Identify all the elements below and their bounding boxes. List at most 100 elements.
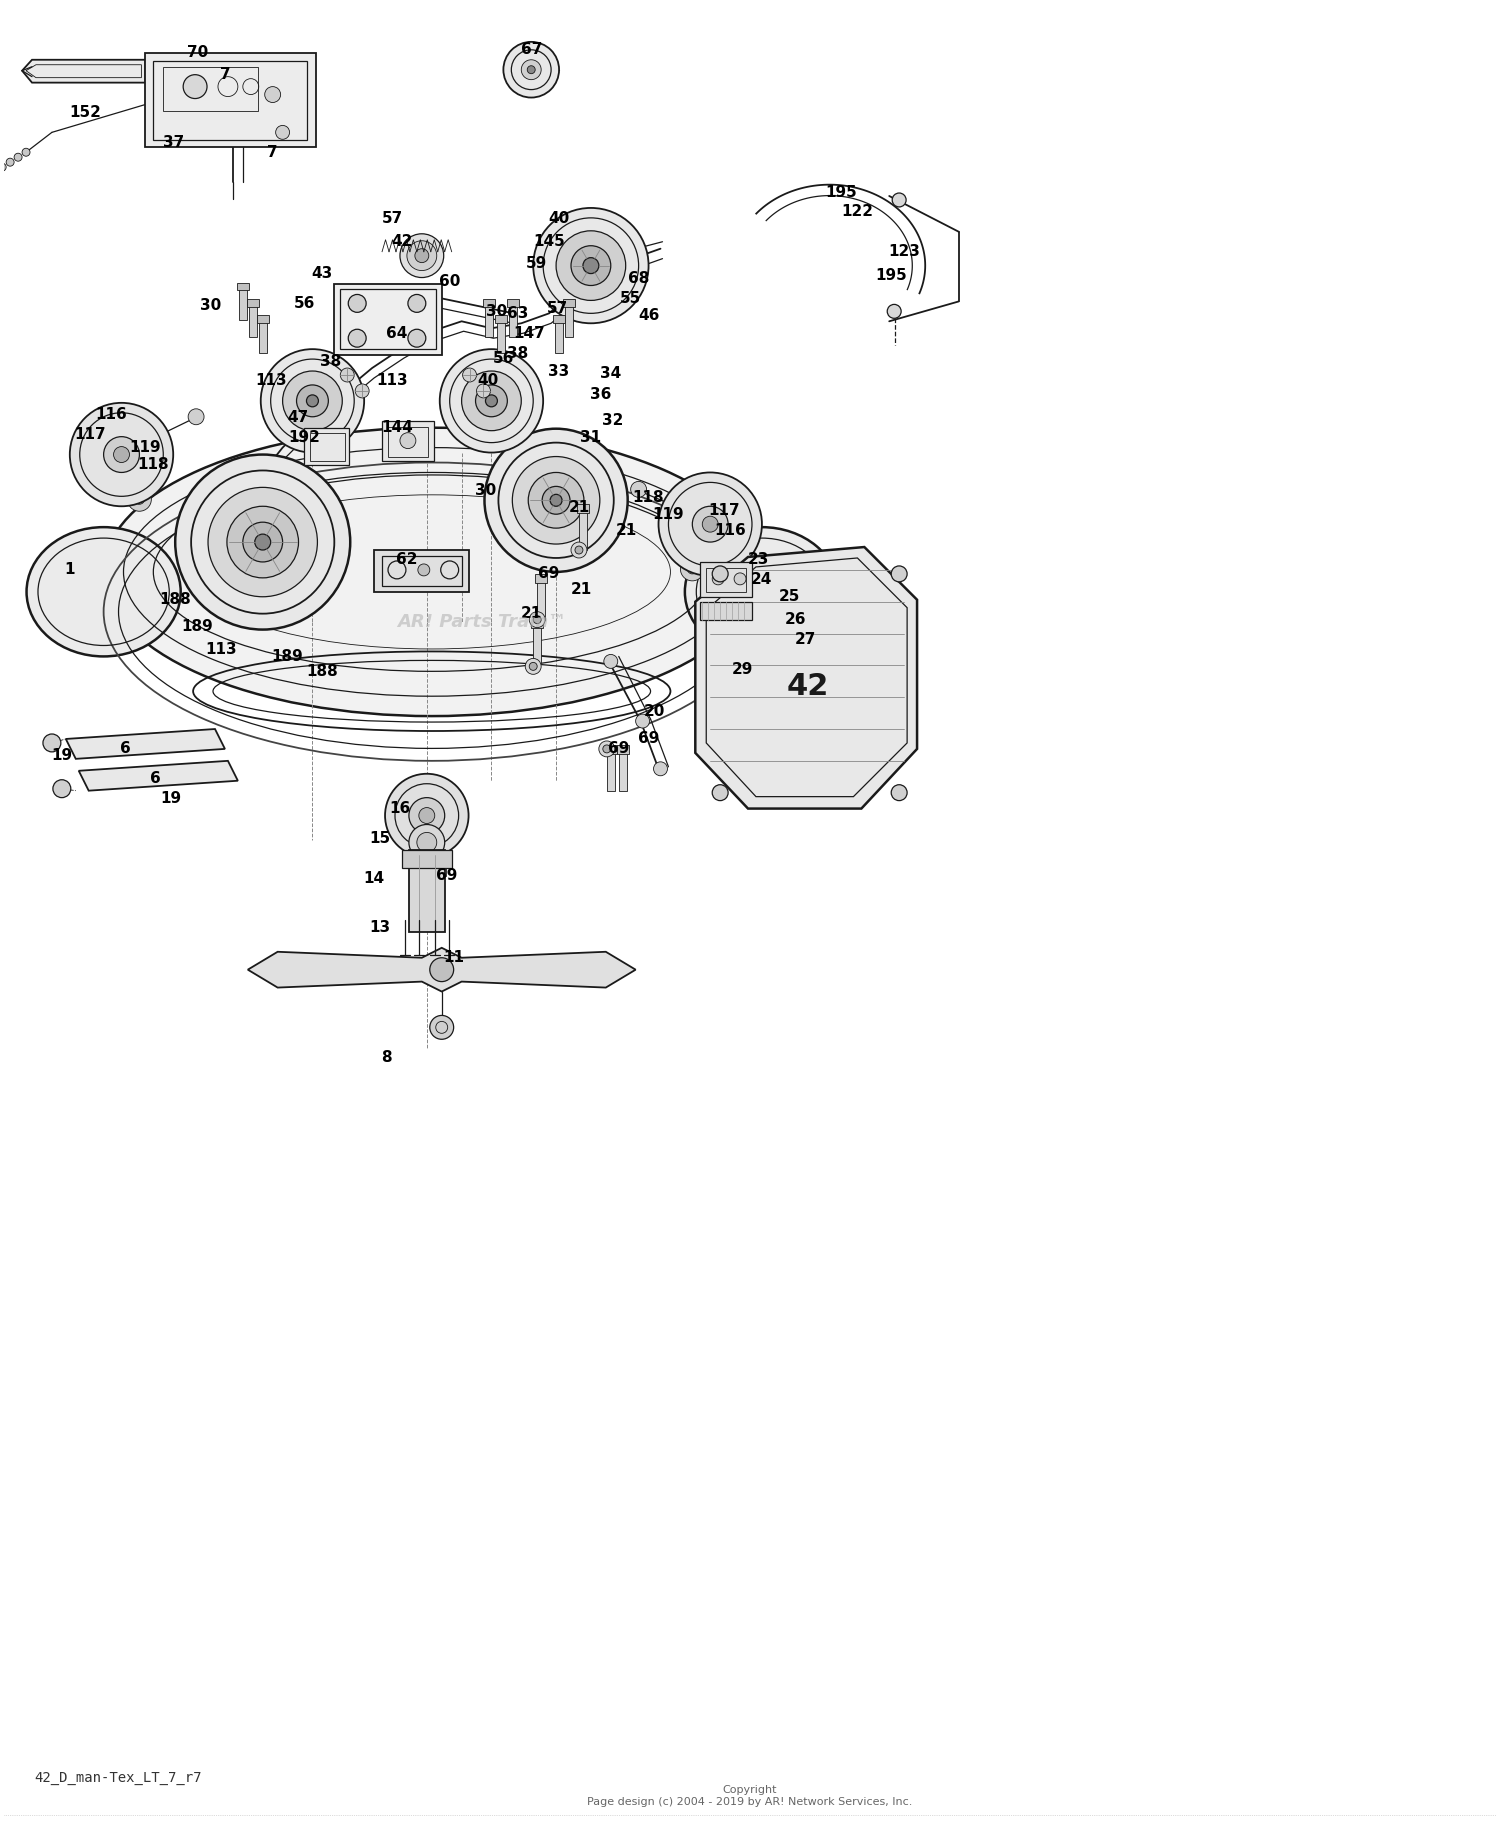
Text: 188: 188 [159, 592, 190, 607]
Text: 19: 19 [160, 791, 182, 806]
Circle shape [584, 257, 598, 273]
Text: 30: 30 [486, 304, 507, 319]
Circle shape [891, 784, 908, 800]
Text: 15: 15 [369, 831, 390, 846]
Text: 57: 57 [546, 301, 567, 315]
Circle shape [525, 658, 542, 675]
Circle shape [430, 1015, 453, 1039]
Circle shape [128, 487, 152, 510]
Text: 38: 38 [320, 354, 340, 368]
Text: 117: 117 [74, 427, 105, 443]
Circle shape [408, 295, 426, 312]
Text: Page design (c) 2004 - 2019 by AR! Network Services, Inc.: Page design (c) 2004 - 2019 by AR! Netwo… [588, 1797, 912, 1807]
Text: 7: 7 [267, 144, 278, 160]
Circle shape [408, 330, 426, 346]
Text: 67: 67 [520, 42, 542, 57]
Text: 13: 13 [369, 921, 390, 935]
Circle shape [209, 487, 318, 596]
Circle shape [654, 762, 668, 777]
Circle shape [604, 654, 618, 669]
Text: 60: 60 [440, 273, 460, 290]
Circle shape [712, 784, 728, 800]
Text: 57: 57 [381, 211, 402, 226]
Text: 113: 113 [255, 374, 286, 388]
Bar [507, 299, 519, 308]
Circle shape [892, 193, 906, 208]
Circle shape [891, 565, 908, 582]
Bar [483, 299, 495, 308]
Text: 69: 69 [436, 868, 457, 882]
Circle shape [419, 808, 435, 824]
Text: 116: 116 [96, 407, 128, 423]
Circle shape [462, 368, 477, 383]
Bar [604, 746, 616, 755]
Circle shape [70, 403, 172, 507]
Bar [566, 306, 573, 337]
Text: 29: 29 [732, 662, 753, 676]
Text: 47: 47 [286, 410, 308, 425]
Text: 23: 23 [747, 552, 768, 567]
Circle shape [556, 232, 626, 301]
Text: 46: 46 [638, 308, 660, 323]
Text: 25: 25 [778, 589, 801, 603]
Circle shape [886, 304, 902, 319]
Bar [237, 283, 249, 290]
Polygon shape [696, 547, 916, 809]
Text: 7: 7 [219, 67, 230, 82]
Bar [238, 288, 248, 321]
Circle shape [658, 472, 762, 576]
Text: 27: 27 [795, 633, 816, 647]
Text: 42_D_man-Tex_LT_7_r7: 42_D_man-Tex_LT_7_r7 [34, 1772, 201, 1785]
Circle shape [416, 248, 429, 263]
Circle shape [522, 60, 542, 80]
Text: 42: 42 [392, 233, 412, 250]
Circle shape [348, 330, 366, 346]
Bar [382, 421, 433, 461]
Bar [537, 582, 544, 620]
Text: 26: 26 [784, 613, 807, 627]
Text: 189: 189 [182, 620, 213, 634]
Bar [388, 427, 427, 456]
Circle shape [528, 472, 584, 529]
Text: 63: 63 [507, 306, 528, 321]
Text: 192: 192 [288, 430, 321, 445]
Text: 55: 55 [620, 292, 642, 306]
Circle shape [462, 372, 522, 430]
Circle shape [6, 159, 14, 166]
Circle shape [550, 494, 562, 507]
Bar [249, 306, 256, 337]
Bar [579, 512, 586, 551]
Circle shape [410, 798, 444, 833]
Circle shape [114, 447, 129, 463]
Text: 59: 59 [525, 255, 548, 272]
Circle shape [176, 454, 350, 629]
Text: AR! Parts Train™: AR! Parts Train™ [398, 613, 566, 631]
Text: 147: 147 [513, 326, 544, 341]
Ellipse shape [27, 527, 180, 656]
Text: 38: 38 [507, 346, 528, 361]
Text: 68: 68 [628, 272, 650, 286]
Circle shape [477, 385, 490, 397]
Bar [578, 505, 590, 514]
Text: 116: 116 [714, 523, 746, 538]
Circle shape [22, 148, 30, 157]
Text: 118: 118 [633, 490, 664, 505]
Bar [248, 299, 258, 308]
Circle shape [0, 164, 6, 171]
Circle shape [486, 396, 498, 407]
Text: 21: 21 [568, 500, 590, 514]
Bar [334, 284, 441, 355]
Circle shape [693, 507, 728, 541]
Text: 21: 21 [520, 607, 542, 622]
Circle shape [530, 613, 544, 627]
Text: 70: 70 [188, 46, 209, 60]
Text: 6: 6 [120, 742, 130, 757]
Polygon shape [66, 729, 225, 758]
Bar [256, 315, 268, 323]
Circle shape [297, 385, 328, 417]
Bar [555, 321, 562, 354]
Circle shape [406, 241, 436, 270]
Circle shape [226, 507, 298, 578]
Text: 69: 69 [538, 567, 560, 582]
Text: 6: 6 [150, 771, 160, 786]
